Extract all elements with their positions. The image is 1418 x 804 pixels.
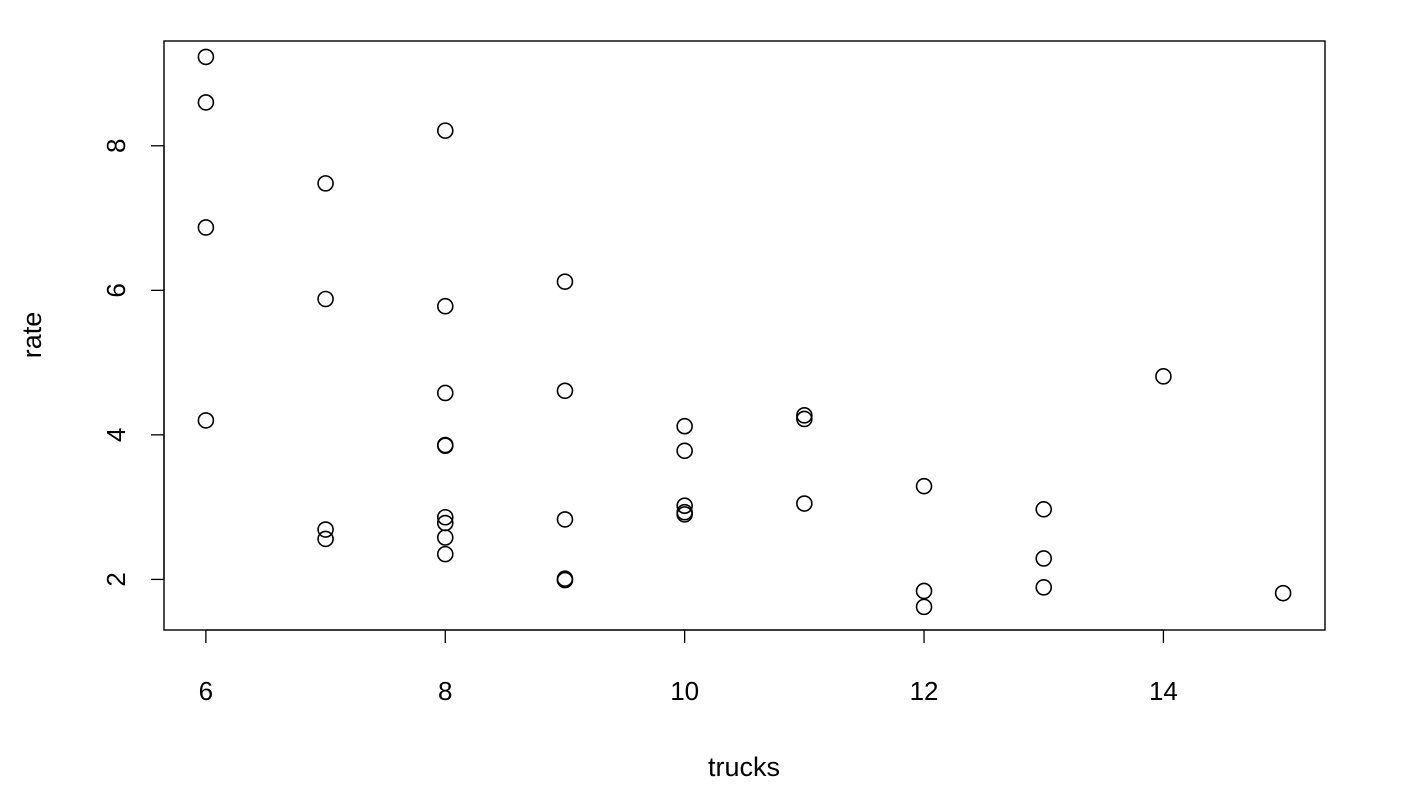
data-point xyxy=(556,570,574,587)
y-tick-label: 2 xyxy=(101,572,131,586)
data-point xyxy=(317,290,334,308)
data-point xyxy=(556,273,574,290)
data-point xyxy=(1274,584,1292,602)
x-tick-label: 14 xyxy=(1149,676,1178,706)
data-point xyxy=(436,384,454,402)
data-point xyxy=(676,497,693,514)
data-point xyxy=(676,442,693,460)
data-point xyxy=(436,508,454,526)
data-point xyxy=(676,506,693,523)
data-point xyxy=(676,417,693,435)
data-point xyxy=(915,582,933,600)
data-point xyxy=(197,94,215,111)
data-point xyxy=(317,521,334,538)
data-point xyxy=(556,382,574,400)
data-point xyxy=(556,511,574,528)
data-point xyxy=(197,48,215,66)
data-point xyxy=(556,571,574,589)
x-tick-label: 8 xyxy=(438,676,452,706)
y-tick-label: 8 xyxy=(101,139,131,153)
data-point xyxy=(1155,368,1172,385)
x-tick-label: 12 xyxy=(910,676,939,706)
x-tick-label: 6 xyxy=(199,676,213,706)
y-tick-label: 4 xyxy=(101,428,131,442)
data-point xyxy=(1035,550,1053,567)
y-tick-label: 6 xyxy=(101,283,131,297)
data-point xyxy=(796,410,813,428)
data-point xyxy=(436,437,454,455)
data-point xyxy=(436,297,454,315)
data-point xyxy=(436,545,454,563)
data-point xyxy=(436,529,454,546)
x-axis-title: trucks xyxy=(708,752,780,782)
data-point xyxy=(915,598,933,616)
y-axis: 2 4 6 8 xyxy=(101,139,165,587)
plot-frame xyxy=(163,40,1326,631)
x-tick-label: 10 xyxy=(670,676,699,706)
data-point xyxy=(1035,579,1053,596)
data-point xyxy=(436,122,454,139)
data-points xyxy=(197,48,1292,616)
data-point xyxy=(796,495,813,512)
data-point xyxy=(796,407,813,424)
x-axis: 6 8 10 12 14 xyxy=(199,629,1178,706)
y-axis-title: rate xyxy=(17,312,47,359)
data-point xyxy=(197,412,215,429)
data-point xyxy=(1035,501,1053,518)
data-point xyxy=(317,530,334,548)
data-point xyxy=(197,219,215,236)
data-point xyxy=(915,477,933,495)
data-point xyxy=(317,175,334,192)
